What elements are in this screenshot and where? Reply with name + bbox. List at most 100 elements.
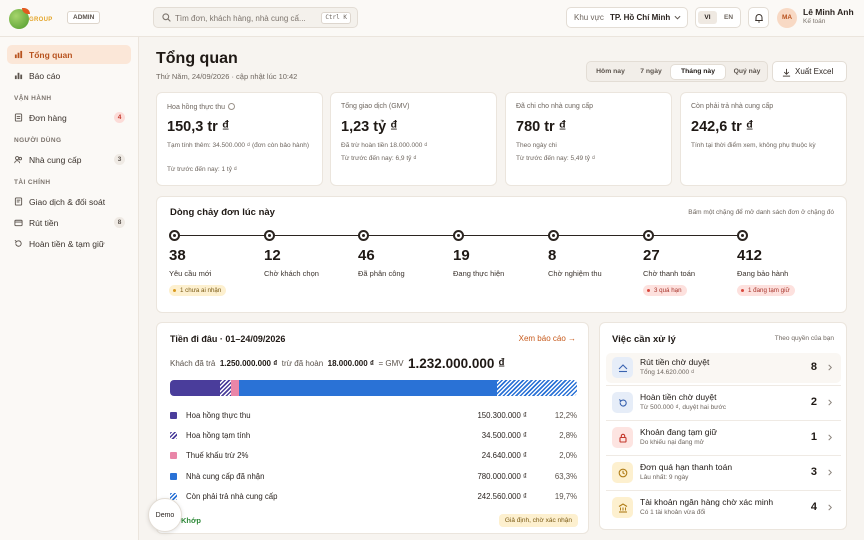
allocation-name: Hoa hồng thực thu bbox=[186, 411, 251, 420]
stage-label: Chờ khách chọn bbox=[264, 269, 319, 278]
notifications-button[interactable] bbox=[748, 7, 769, 28]
role-badge: ADMIN bbox=[67, 11, 101, 24]
allocation-name: Hoa hồng tạm tính bbox=[186, 431, 251, 440]
stage-label: Chờ nghiệm thu bbox=[548, 269, 602, 278]
period-this-quarter[interactable]: Quý này bbox=[733, 68, 761, 75]
region-value: TP. Hồ Chí Minh bbox=[610, 13, 671, 22]
task-divider bbox=[606, 420, 841, 421]
stage-label: Đang bảo hành bbox=[737, 269, 789, 278]
legend-swatch bbox=[170, 452, 177, 459]
task-item[interactable]: Tài khoản ngân hàng chờ xác minh Có 1 tài… bbox=[606, 493, 841, 523]
stage-dot bbox=[358, 230, 369, 241]
stage-dot bbox=[737, 230, 748, 241]
kpi-value: 150,3 tr ₫ bbox=[167, 119, 230, 135]
task-item[interactable]: Đơn quá hạn thanh toán Lâu nhất: 9 ngày 3 bbox=[606, 458, 841, 488]
brand-logo[interactable]: GROUP bbox=[9, 8, 57, 30]
sidebar-item-refunds[interactable]: Hoàn tiền & tạm giữ bbox=[7, 234, 131, 253]
search-icon bbox=[162, 13, 171, 22]
suppliers-count-badge: 3 bbox=[114, 154, 125, 165]
lang-en[interactable]: EN bbox=[723, 14, 734, 21]
allocation-percent: 63,3% bbox=[554, 472, 577, 481]
avatar[interactable]: MA bbox=[777, 8, 797, 28]
allocation-segment[interactable] bbox=[231, 380, 240, 396]
section-title-operations: VẬN HÀNH bbox=[14, 95, 52, 102]
sidebar-item-transactions[interactable]: Giao dịch & đối soát bbox=[7, 192, 131, 211]
withdraw-icon bbox=[618, 364, 628, 373]
users-icon bbox=[14, 156, 23, 164]
tasks-title: Việc cần xử lý bbox=[612, 334, 676, 345]
receipt-icon bbox=[14, 197, 23, 206]
legend-swatch bbox=[170, 432, 177, 439]
assumption-badge: Giả định, chờ xác nhận bbox=[498, 514, 578, 527]
allocation-name: Thuế khấu trừ 2% bbox=[186, 451, 249, 460]
kpi-label: Tổng giao dịch (GMV) bbox=[341, 103, 410, 110]
view-report-link[interactable]: Xem báo cáo → bbox=[518, 334, 576, 343]
task-item[interactable]: Hoàn tiền chờ duyệt Từ 500.000 ₫, duyệt h… bbox=[606, 388, 841, 418]
report-icon bbox=[14, 72, 23, 80]
sidebar-item-suppliers[interactable]: Nhà cung cấp 3 bbox=[7, 150, 131, 169]
flow-title: Dòng chảy đơn lúc này bbox=[170, 207, 275, 218]
sidebar-item-withdrawals[interactable]: Rút tiền 8 bbox=[7, 213, 131, 232]
wallet-icon bbox=[14, 219, 23, 227]
allocation-segment[interactable] bbox=[219, 380, 232, 396]
task-title: Đơn quá hạn thanh toán bbox=[640, 462, 733, 472]
kpi-card-commission[interactable]: Hoa hồng thực thu 150,3 tr ₫ Tạm tính th… bbox=[156, 92, 323, 186]
task-title: Khoản đang tạm giữ bbox=[640, 427, 718, 437]
export-excel-button[interactable]: Xuất Excel bbox=[772, 61, 847, 82]
period-today[interactable]: Hôm nay bbox=[596, 68, 625, 75]
region-select[interactable]: Khu vực TP. Hồ Chí Minh bbox=[566, 7, 688, 28]
allocation-amount: 34.500.000 ₫ bbox=[481, 431, 527, 440]
task-icon-box bbox=[612, 462, 633, 483]
legend-swatch bbox=[170, 493, 177, 500]
sidebar-item-overview[interactable]: Tổng quan bbox=[7, 45, 131, 64]
task-icon-box bbox=[612, 497, 633, 518]
task-subtitle: Lâu nhất: 9 ngày bbox=[640, 474, 689, 481]
info-icon[interactable] bbox=[228, 103, 236, 110]
refund-value: 18.000.000 ₫ bbox=[327, 359, 374, 368]
demo-button[interactable]: Demo bbox=[148, 498, 182, 532]
allocation-amount: 242.560.000 ₫ bbox=[477, 492, 527, 501]
kpi-value: 1,23 tỷ ₫ bbox=[341, 119, 398, 135]
period-this-month[interactable]: Tháng này bbox=[671, 65, 725, 79]
kpi-card-supplier-payable[interactable]: Còn phải trả nhà cung cấp 242,6 tr ₫ Tín… bbox=[680, 92, 847, 186]
period-7-days[interactable]: 7 ngày bbox=[640, 68, 662, 75]
allocation-segment[interactable] bbox=[496, 380, 577, 396]
stage-dot bbox=[453, 230, 464, 241]
kpi-note: Đã trừ hoàn tiền 18.000.000 ₫ bbox=[341, 142, 428, 149]
sidebar-item-orders[interactable]: Đơn hàng 4 bbox=[7, 108, 131, 127]
task-count: 4 bbox=[810, 501, 817, 513]
allocation-name: Còn phải trả nhà cung cấp bbox=[186, 492, 278, 501]
gmv-value: 1.232.000.000 ₫ bbox=[408, 356, 506, 371]
kpi-card-supplier-paid[interactable]: Đã chi cho nhà cung cấp 780 tr ₫ Theo ng… bbox=[505, 92, 672, 186]
allocation-row: Nhà cung cấp đã nhận 780.000.000 ₫ 63,3% bbox=[170, 470, 577, 484]
search-box[interactable]: Ctrl K bbox=[153, 7, 358, 28]
allocation-bar bbox=[170, 380, 577, 396]
task-icon-box bbox=[612, 392, 633, 413]
allocation-segment[interactable] bbox=[170, 380, 221, 396]
task-icon-box bbox=[612, 357, 633, 378]
kpi-note-total: Từ trước đến nay: 1 tỷ ₫ bbox=[167, 166, 238, 173]
bell-icon bbox=[755, 14, 763, 23]
period-selector: Hôm nay 7 ngày Tháng này Quý này bbox=[586, 61, 768, 82]
stage-dot bbox=[264, 230, 275, 241]
task-subtitle: Từ 500.000 ₫, duyệt hai bước bbox=[640, 404, 727, 411]
stage-dot bbox=[169, 230, 180, 241]
search-input[interactable] bbox=[175, 11, 313, 25]
task-count: 2 bbox=[810, 396, 817, 408]
stage-alert-badge: 1 đang tạm giữ bbox=[737, 285, 795, 296]
stage-label: Đã phân công bbox=[358, 269, 405, 278]
task-item[interactable]: Khoản đang tạm giữ Do khiếu nại đang mở 1 bbox=[606, 423, 841, 453]
task-title: Tài khoản ngân hàng chờ xác minh bbox=[640, 497, 774, 507]
kpi-card-gmv[interactable]: Tổng giao dịch (GMV) 1,23 tỷ ₫ Đã trừ ho… bbox=[330, 92, 497, 186]
lang-vi[interactable]: VI bbox=[698, 11, 717, 24]
stage-label: Yêu cầu mới bbox=[169, 269, 212, 278]
stage-count: 19 bbox=[453, 247, 470, 264]
sidebar-item-reports[interactable]: Báo cáo bbox=[7, 66, 131, 85]
allocation-name: Nhà cung cấp đã nhận bbox=[186, 472, 265, 481]
allocation-segment[interactable] bbox=[239, 380, 498, 396]
chevron-right-icon bbox=[828, 504, 832, 511]
allocation-percent: 2,0% bbox=[559, 451, 577, 460]
user-name[interactable]: Lê Minh Anh bbox=[803, 7, 854, 17]
task-item[interactable]: Rút tiền chờ duyệt Tổng 14.620.000 ₫ 8 bbox=[606, 353, 841, 383]
stage-dot bbox=[548, 230, 559, 241]
